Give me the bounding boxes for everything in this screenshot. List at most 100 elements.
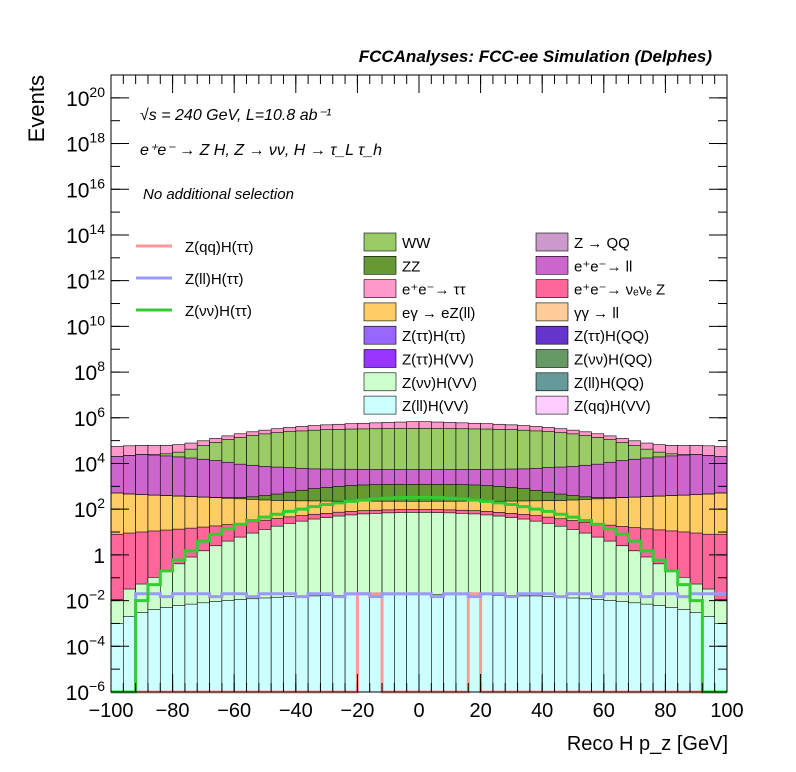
bar-z-ll-h-vv-44 xyxy=(652,605,666,693)
y-tick-label: 10−6 xyxy=(66,678,106,705)
x-tick-label: 40 xyxy=(531,700,553,722)
legend-swatch-zz xyxy=(363,255,397,275)
bar-z-ll-h-vv-40 xyxy=(603,600,617,693)
bar-z-ll-h-vv-21 xyxy=(369,594,383,693)
bar-z-ll-h-vv-33 xyxy=(517,595,531,693)
y-tick-label: 106 xyxy=(74,404,105,431)
y-tick-label: 1010 xyxy=(66,312,105,339)
bar-z-ll-h-vv-27 xyxy=(443,594,457,693)
legend-label: Z(νν)H(ττ) xyxy=(185,303,252,320)
bar-z-ll-h-vv-16 xyxy=(307,595,321,693)
bar-z-ll-h-vv-26 xyxy=(431,594,444,693)
legend-label: Z(ττ)H(VV) xyxy=(402,352,474,369)
bar-z-ll-h-vv-15 xyxy=(295,595,309,693)
legend-label: Z(qq)H(VV) xyxy=(574,398,651,415)
bar-z-ll-h-vv-39 xyxy=(591,599,605,693)
bar-z-ll-h-vv-31 xyxy=(492,595,506,693)
x-tick-label: −40 xyxy=(279,700,313,722)
y-axis-label: Events xyxy=(24,75,49,142)
bar-z-ll-h-vv-47 xyxy=(689,612,703,693)
bar-z-ll-h-vv-25 xyxy=(418,594,432,693)
bar-z-ll-h-vv-7 xyxy=(196,602,210,693)
legend-swatch-z-qq xyxy=(535,232,569,252)
bar-z-ll-h-vv-19 xyxy=(344,594,358,693)
legend-label: Z(νν)H(QQ) xyxy=(574,352,652,369)
legend-swatch-e-e-ll xyxy=(535,255,569,275)
axes: −100 −80 −60 −40 −20 0 20 40 60 80 100 10−6 10−4 10−2… xyxy=(66,74,744,722)
bar-z-ll-h-vv-12 xyxy=(258,597,272,693)
bar-z-ll-h-vv-48 xyxy=(702,616,715,693)
y-tick-label: 102 xyxy=(74,495,105,522)
bar-z-ll-h-vv-32 xyxy=(504,595,518,693)
chart-title: FCCAnalyses: FCC-ee Simulation (Delphes) xyxy=(359,47,713,66)
bar-z-ll-h-vv-30 xyxy=(480,594,494,693)
legend-swatch-e-ez-ll xyxy=(363,302,397,322)
bar-z-ll-h-vv-3 xyxy=(147,609,161,693)
bar-z-ll-h-vv-1 xyxy=(123,616,136,693)
bar-z-ll-h-vv-14 xyxy=(283,596,297,693)
bar-z-ll-h-vv-6 xyxy=(184,603,198,693)
y-tick-label: 1020 xyxy=(66,84,105,111)
bar-z-ll-h-vv-45 xyxy=(665,607,679,693)
legend-swatch-ll xyxy=(535,302,569,322)
y-tick-label: 1014 xyxy=(66,221,105,248)
bar-z-ll-h-vv-46 xyxy=(677,609,691,693)
legend-label: Z(ττ)H(QQ) xyxy=(574,328,649,345)
legend-label: e⁺e⁻→ νₑνₑ Z xyxy=(574,282,665,299)
bar-z-ll-h-vv-23 xyxy=(394,594,407,693)
legend-swatch-ww xyxy=(363,232,397,252)
bar-z-ll-h-vv-2 xyxy=(135,612,149,693)
y-tick-label: 108 xyxy=(74,358,105,385)
bar-z-ll-h-vv-28 xyxy=(455,594,469,693)
legend-label: γγ → ll xyxy=(574,305,619,322)
stacked-histograms xyxy=(110,421,728,693)
legend-label: e⁺e⁻→ ll xyxy=(574,258,632,275)
y-tick-label: 10−4 xyxy=(66,632,106,659)
process-annotation: e⁺e⁻ → Z H, Z → νν, H → τ_L τ_h xyxy=(140,142,382,159)
y-tick-label: 1012 xyxy=(66,267,105,294)
legend-swatch-e-e xyxy=(363,279,397,298)
legend-swatch-z-ll-h-qq xyxy=(535,372,569,392)
bar-z-ll-h-vv-43 xyxy=(640,603,654,693)
x-tick-label: −20 xyxy=(340,700,374,722)
legend-label: Z(ll)H(QQ) xyxy=(574,375,644,392)
bar-z-ll-h-vv-0 xyxy=(110,623,124,693)
bar-z-ll-h-vv-29 xyxy=(467,594,481,693)
legend-swatch-e-e-z xyxy=(535,279,569,298)
series-z-ll-h-vv xyxy=(110,594,728,693)
x-tick-label: 20 xyxy=(469,700,491,722)
bar-z-ll-h-vv-4 xyxy=(159,607,173,693)
x-axis-label: Reco H p_z [GeV] xyxy=(567,733,728,755)
energy-annotation: √s = 240 GeV, L=10.8 ab⁻¹ xyxy=(140,107,331,124)
y-tick-label: 10−2 xyxy=(66,587,106,614)
bar-z-ll-h-vv-5 xyxy=(172,605,186,693)
bar-z-ll-h-vv-49 xyxy=(714,623,728,693)
x-tick-label: −80 xyxy=(156,700,190,722)
y-tick-label: 104 xyxy=(74,449,105,476)
legend-label: Z(qq)H(ττ) xyxy=(185,239,254,256)
legend-label: Z → QQ xyxy=(574,235,630,252)
bar-z-ll-h-vv-10 xyxy=(233,599,247,693)
legend: Z(qq)H(ττ) Z(ll)H(ττ) Z(νν)H(ττ) WW ZZ e⁺e⁻→ … xyxy=(136,232,665,415)
bar-z-ll-h-vv-42 xyxy=(628,602,642,693)
legend-label: WW xyxy=(402,235,431,252)
legend-swatch-z-h-vv xyxy=(363,349,397,368)
bar-z-ll-h-vv-41 xyxy=(615,601,629,693)
x-tick-label: 80 xyxy=(654,700,676,722)
x-tick-label: 60 xyxy=(593,700,615,722)
x-tick-label: −100 xyxy=(88,700,133,722)
legend-swatch-z-qq-h-vv xyxy=(535,395,569,415)
bar-z-ll-h-vv-34 xyxy=(529,595,543,693)
line-z-ll-h xyxy=(111,592,727,694)
legend-swatch-z-h-qq xyxy=(535,325,569,345)
legend-label: Z(ll)H(ττ) xyxy=(185,271,244,288)
legend-label: ZZ xyxy=(402,258,420,275)
x-tick-label: 0 xyxy=(413,700,424,722)
line-z-h xyxy=(111,495,727,694)
bar-z-ll-h-vv-18 xyxy=(332,595,346,693)
selection-annotation: No additional selection xyxy=(143,186,294,203)
bar-z-ll-h-vv-13 xyxy=(270,596,284,693)
bar-z-ll-h-vv-24 xyxy=(406,594,420,693)
x-tick-label: −60 xyxy=(217,700,251,722)
legend-swatch-z-h xyxy=(363,325,397,345)
